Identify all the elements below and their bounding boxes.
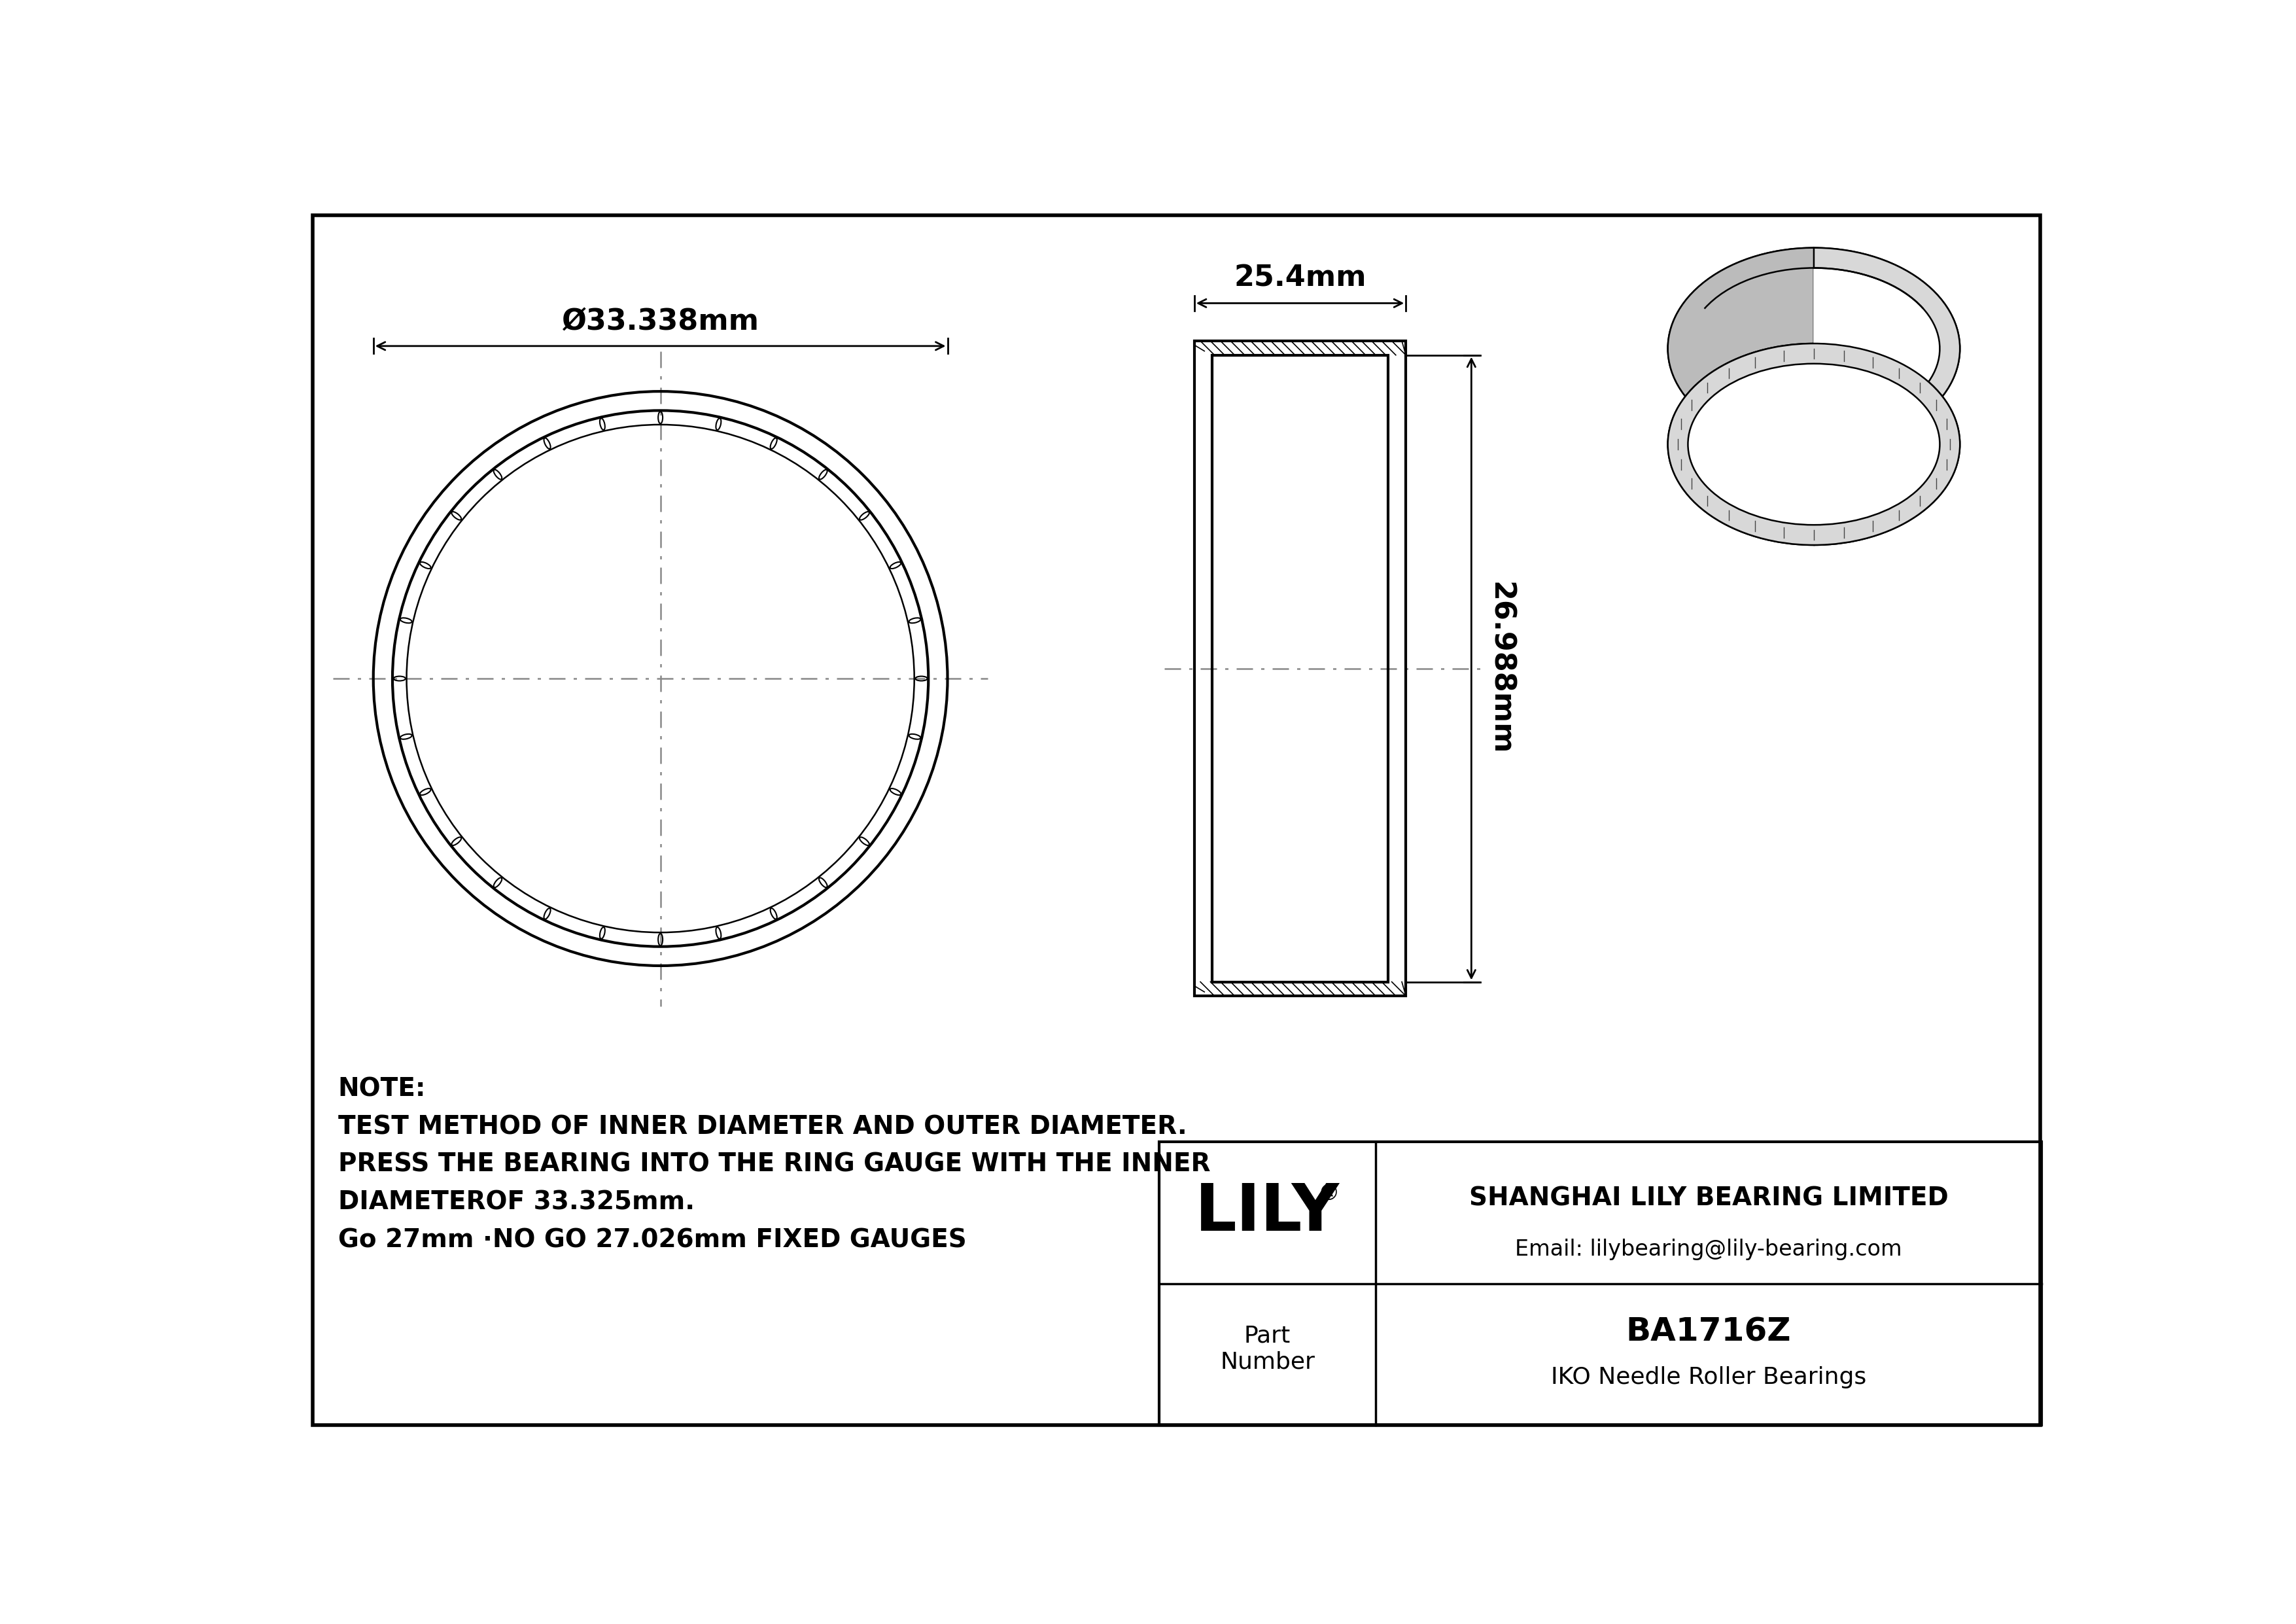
Text: BA1716Z: BA1716Z <box>1626 1315 1791 1348</box>
Text: TEST METHOD OF INNER DIAMETER AND OUTER DIAMETER.: TEST METHOD OF INNER DIAMETER AND OUTER … <box>338 1114 1187 1138</box>
Text: SHANGHAI LILY BEARING LIMITED: SHANGHAI LILY BEARING LIMITED <box>1469 1186 1949 1212</box>
Ellipse shape <box>1667 344 1961 546</box>
Polygon shape <box>1814 248 1961 546</box>
Polygon shape <box>1667 248 1814 546</box>
Polygon shape <box>1814 268 1940 525</box>
Text: Part
Number: Part Number <box>1219 1325 1316 1372</box>
Text: ®: ® <box>1318 1182 1339 1205</box>
Text: IKO Needle Roller Bearings: IKO Needle Roller Bearings <box>1550 1366 1867 1389</box>
Ellipse shape <box>1688 268 1940 429</box>
Bar <box>1194 341 1405 996</box>
Ellipse shape <box>1688 364 1940 525</box>
Text: LILY: LILY <box>1196 1181 1339 1244</box>
Text: Email: lilybearing@lily-bearing.com: Email: lilybearing@lily-bearing.com <box>1515 1239 1901 1260</box>
Text: Go 27mm ·NO GO 27.026mm FIXED GAUGES: Go 27mm ·NO GO 27.026mm FIXED GAUGES <box>338 1228 967 1252</box>
Bar <box>1212 356 1389 983</box>
Bar <box>1159 1142 2041 1426</box>
Text: DIAMETEROF 33.325mm.: DIAMETEROF 33.325mm. <box>338 1190 696 1215</box>
Ellipse shape <box>1667 248 1961 450</box>
Text: 26.988mm: 26.988mm <box>1486 581 1515 755</box>
Text: NOTE:: NOTE: <box>338 1077 427 1101</box>
Text: PRESS THE BEARING INTO THE RING GAUGE WITH THE INNER: PRESS THE BEARING INTO THE RING GAUGE WI… <box>338 1151 1210 1177</box>
Text: 25.4mm: 25.4mm <box>1233 265 1366 292</box>
Text: Ø33.338mm: Ø33.338mm <box>563 309 760 336</box>
